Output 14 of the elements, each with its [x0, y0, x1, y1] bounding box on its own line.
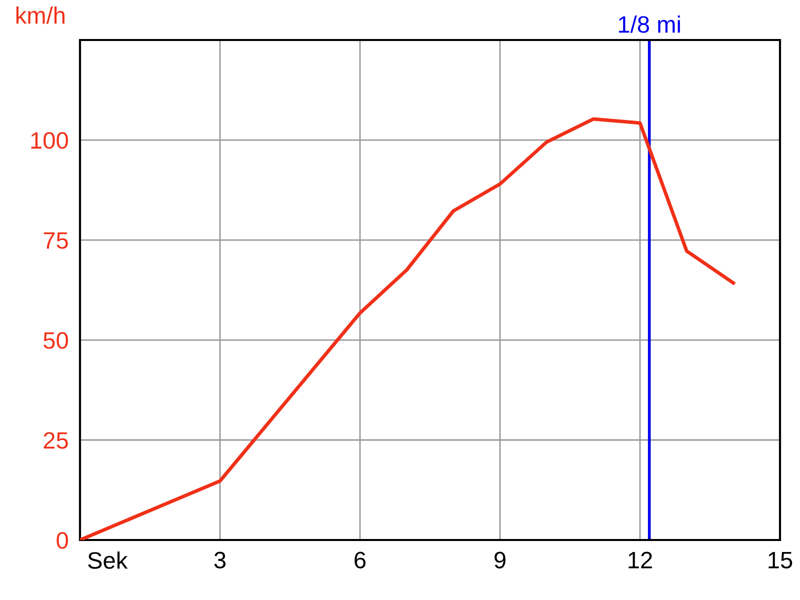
y-tick-label: 50 — [44, 332, 68, 349]
ref-line-label: 1/8 mi — [618, 16, 680, 33]
x-tick-label: 6 — [354, 552, 366, 568]
x-tick-label: 3 — [214, 552, 226, 568]
y-tick-label: 75 — [44, 232, 68, 249]
x-tick-label: 12 — [628, 552, 652, 568]
x-tick-label: 15 — [768, 552, 792, 568]
x-tick-label: 9 — [494, 552, 506, 568]
line-series — [80, 117, 736, 540]
y-axis-title: km/h — [16, 6, 64, 24]
x-axis-title: Sek — [88, 551, 128, 569]
y-tick-label: 100 — [31, 132, 68, 149]
y-tick-label: 0 — [56, 532, 68, 549]
y-tick-label: 25 — [44, 432, 68, 449]
